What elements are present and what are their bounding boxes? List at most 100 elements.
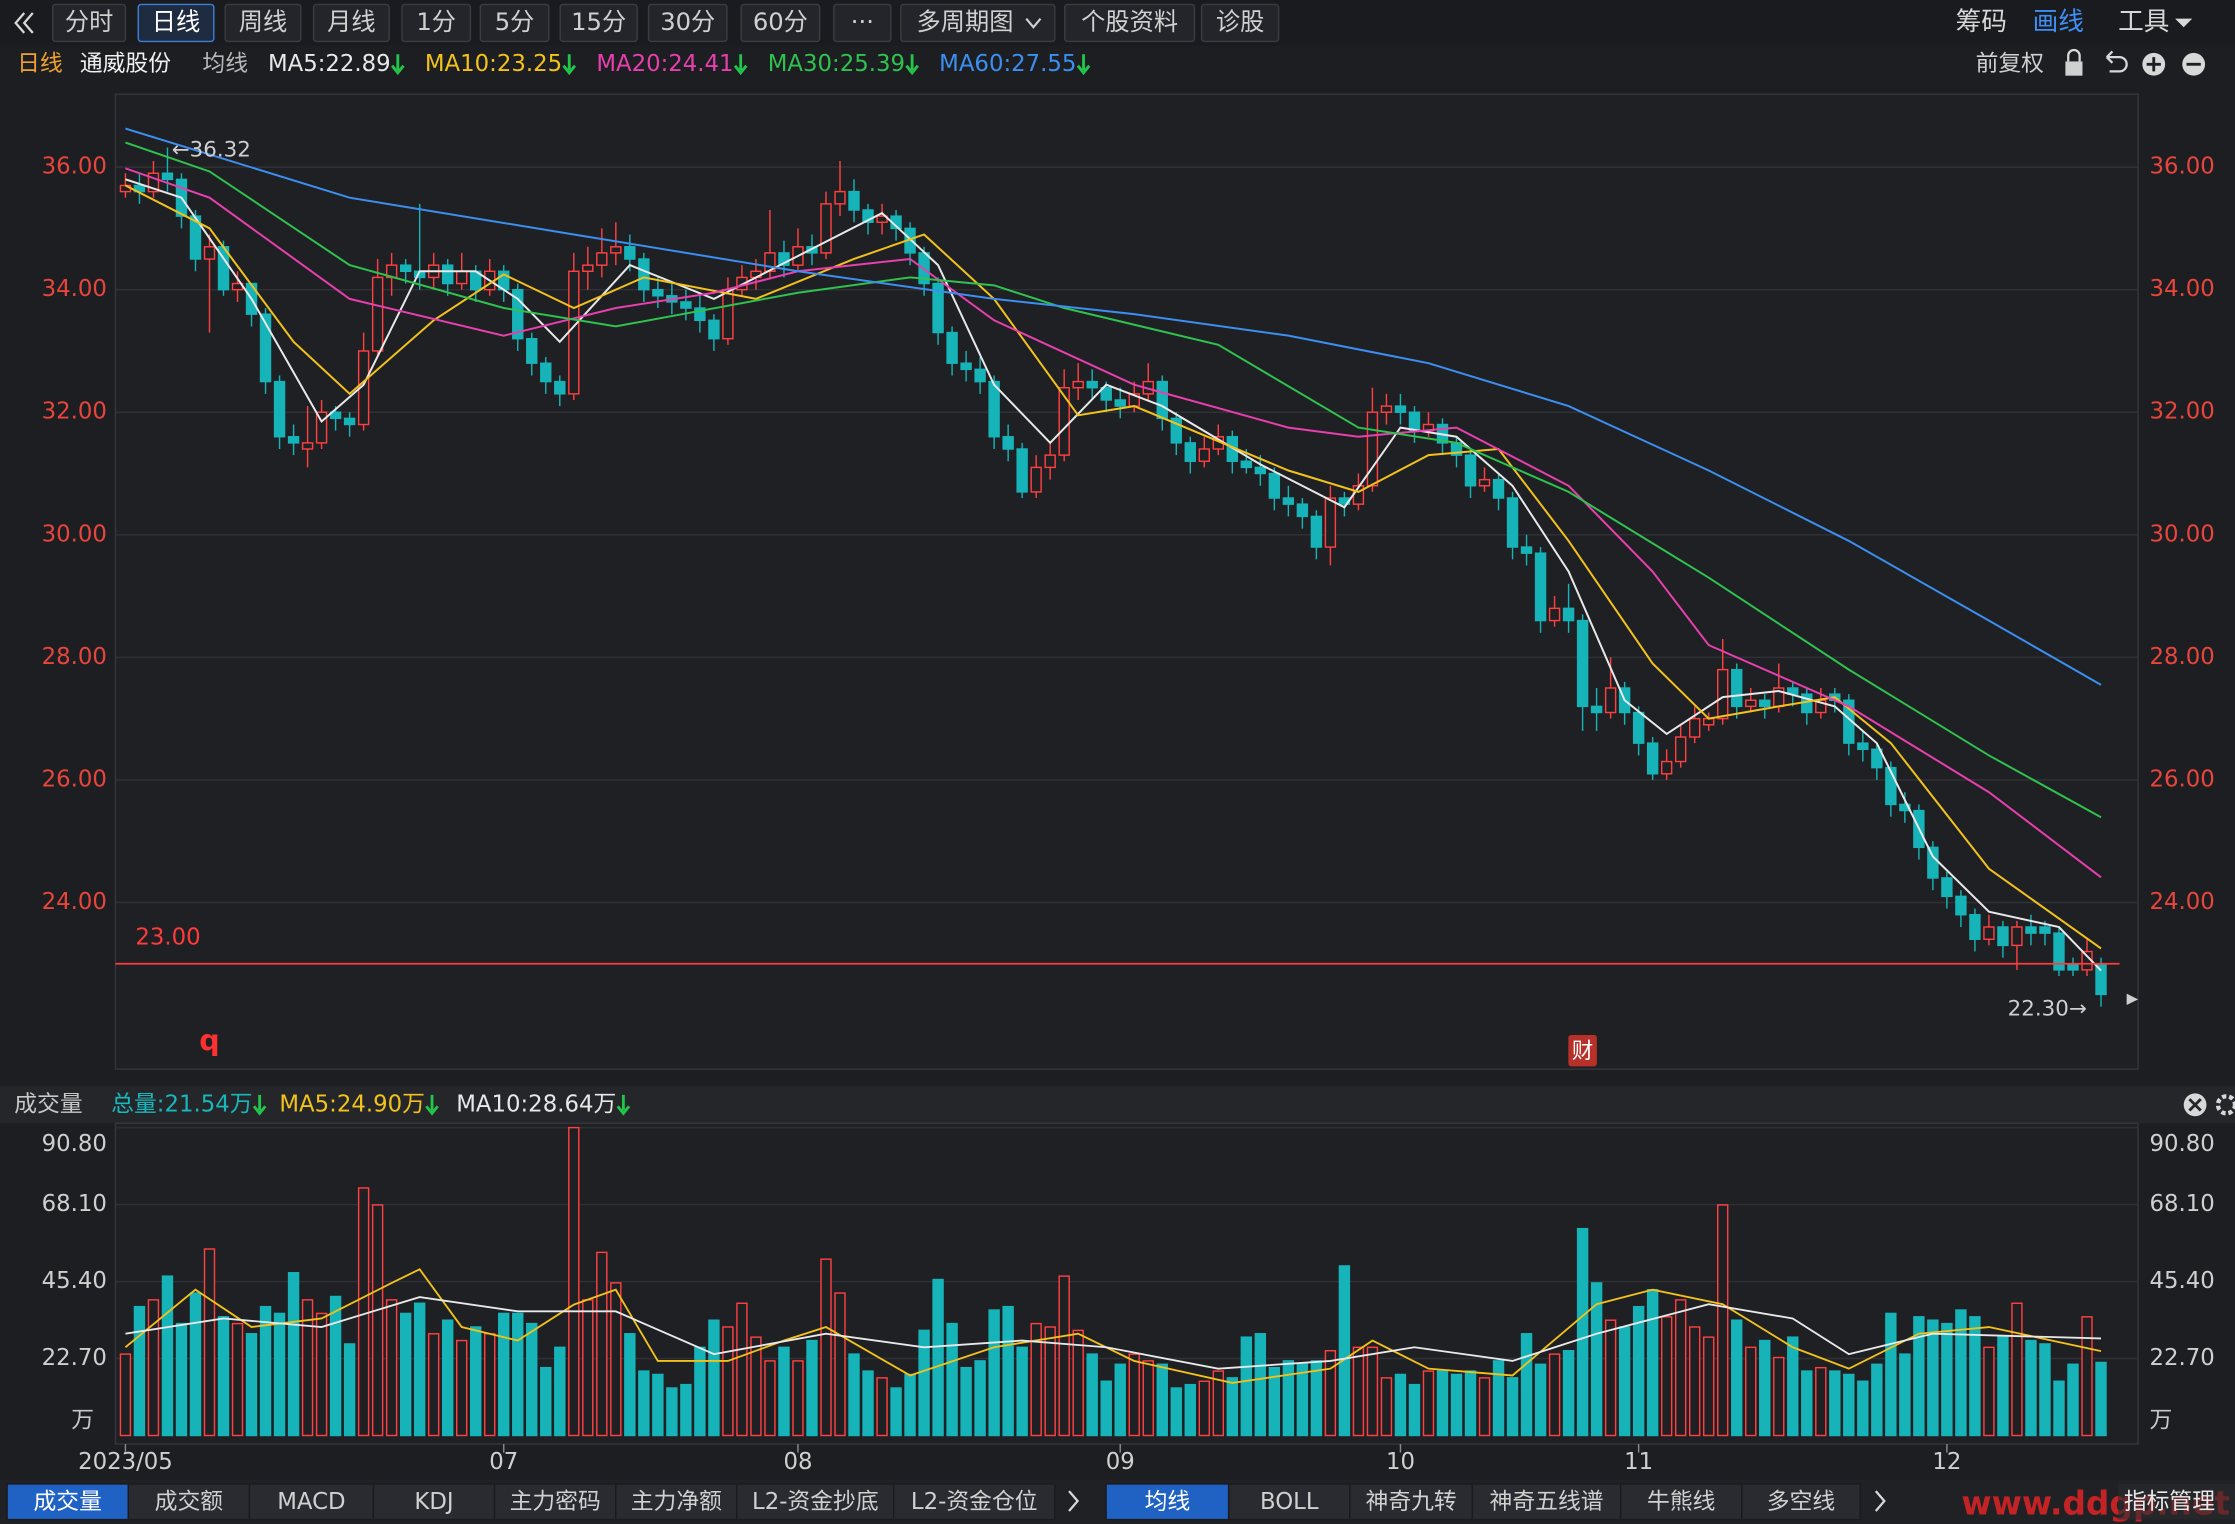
toolbar-right-label[interactable]: 工具	[2118, 7, 2169, 37]
toolbar-button[interactable]	[559, 3, 638, 43]
bottom-tab-label[interactable]: 多空线	[1767, 1489, 1835, 1515]
candle-body	[1731, 668, 1743, 708]
bottom-tab-label[interactable]: 神奇九转	[1366, 1489, 1457, 1515]
candle-body	[147, 172, 160, 193]
volume-bar	[932, 1278, 944, 1437]
right-tabs-more[interactable]	[1874, 1490, 1886, 1512]
volume-bar	[1380, 1377, 1393, 1437]
down-arrow	[562, 54, 577, 76]
toolbar-button-label: 30分	[660, 8, 715, 36]
volume-bar	[470, 1326, 482, 1437]
period-label: 日线	[17, 51, 63, 77]
volume-bar	[1562, 1350, 1575, 1437]
volume-bar	[1002, 1305, 1014, 1437]
candle-body	[876, 215, 888, 223]
toolbar-button[interactable]	[900, 3, 1056, 43]
bottom-tab[interactable]	[893, 1483, 1056, 1521]
volume-bar	[1548, 1353, 1561, 1437]
bottom-tab[interactable]	[1741, 1483, 1861, 1521]
toolbar-button[interactable]	[312, 3, 390, 43]
candle-body	[273, 380, 286, 438]
volume-tick-label-right: 22.70	[2149, 1345, 2214, 1371]
bottom-tab[interactable]	[1105, 1483, 1230, 1521]
candle-body	[1941, 877, 1953, 898]
volume-bar	[890, 1387, 902, 1437]
zoom-in-icon[interactable]	[2142, 52, 2166, 76]
toolbar-button[interactable]	[137, 3, 215, 43]
bottom-tab[interactable]	[615, 1483, 738, 1521]
left-tabs-more[interactable]	[1068, 1490, 1080, 1512]
bottom-tab-label[interactable]: 均线	[1145, 1489, 1191, 1515]
candle-body	[1604, 687, 1617, 714]
volume-ma-legend: MA10:28.64万	[456, 1091, 616, 1117]
volume-bar	[582, 1299, 594, 1437]
candle-body	[2067, 963, 2079, 971]
candle-body	[1170, 417, 1182, 444]
y-tick-label: 24.00	[42, 889, 107, 915]
toolbar-button[interactable]	[833, 3, 892, 43]
manage-button[interactable]: 指标管理	[2124, 1489, 2215, 1515]
volume-bar	[652, 1373, 664, 1437]
bottom-tab-label[interactable]: 主力密码	[510, 1489, 601, 1515]
bottom-tab-label[interactable]: L2-资金抄底	[752, 1489, 879, 1515]
toolbar-button[interactable]	[224, 3, 302, 43]
toolbar-right-label[interactable]: 画线	[2033, 7, 2084, 37]
candle-body	[2095, 963, 2107, 996]
toolbar-button[interactable]	[1200, 3, 1280, 43]
toolbar-button[interactable]	[52, 3, 127, 43]
toolbar-button[interactable]	[740, 3, 821, 43]
stock-name: 通威股份	[80, 51, 171, 77]
candle-body	[974, 368, 986, 383]
candle-body	[1058, 387, 1070, 456]
x-tick-label: 10	[1386, 1449, 1415, 1475]
finance-badge[interactable]	[1568, 1034, 1597, 1067]
candle-body	[1380, 405, 1393, 413]
bottom-tab[interactable]	[493, 1483, 617, 1521]
bottom-tab-label[interactable]: 主力净额	[631, 1489, 722, 1515]
bottom-tab[interactable]	[1619, 1483, 1743, 1521]
candle-body	[456, 270, 468, 285]
toolbar-button[interactable]	[647, 3, 728, 43]
bottom-tab-label[interactable]: 牛熊线	[1647, 1489, 1715, 1515]
bottom-tab-label[interactable]: 成交量	[34, 1489, 102, 1515]
toolbar-button[interactable]	[479, 3, 550, 43]
volume-bar	[1955, 1309, 1967, 1437]
bottom-tab[interactable]	[248, 1483, 375, 1521]
volume-bar	[413, 1302, 426, 1437]
close-icon[interactable]	[2183, 1093, 2207, 1117]
volume-bar	[1787, 1336, 1799, 1437]
bottom-tab[interactable]	[127, 1483, 251, 1521]
bottom-tab-label[interactable]: KDJ	[414, 1489, 453, 1515]
manage-button-bg[interactable]	[2118, 1483, 2235, 1520]
candle-body	[946, 331, 958, 364]
collapse-icon[interactable]	[14, 12, 34, 34]
y-tick-label: 34.00	[42, 276, 107, 302]
bottom-tab-label[interactable]: BOLL	[1260, 1489, 1319, 1515]
y-tick-label-right: 36.00	[2149, 154, 2214, 180]
ma-line	[125, 178, 2102, 972]
undo-icon[interactable]	[2105, 50, 2128, 73]
toolbar-right-label[interactable]: 筹码	[1956, 7, 2007, 37]
price-pointer	[2126, 993, 2139, 1006]
candle-body	[1899, 803, 1911, 812]
bottom-tab-label[interactable]: 神奇五线谱	[1490, 1489, 1604, 1515]
candle-body	[540, 362, 552, 383]
adjust-label[interactable]: 前复权	[1976, 51, 2045, 77]
ma-legend: MA10:23.25	[425, 51, 562, 77]
toolbar-button[interactable]	[401, 3, 472, 43]
volume-bar	[1899, 1353, 1911, 1437]
zoom-out-icon[interactable]	[2182, 52, 2206, 76]
toolbar-button[interactable]	[1064, 3, 1196, 43]
volume-bar	[918, 1329, 930, 1437]
volume-bar	[792, 1360, 804, 1437]
finance-badge-label[interactable]: 财	[1572, 1039, 1593, 1064]
lock-icon[interactable]	[2065, 48, 2083, 76]
candle-body	[371, 276, 384, 352]
volume-ma-line	[124, 1268, 2102, 1384]
bottom-tab[interactable]	[1471, 1483, 1622, 1521]
event-marker[interactable]: q	[199, 1024, 219, 1057]
volume-bar	[1745, 1346, 1757, 1437]
bottom-tab-label[interactable]: L2-资金仓位	[911, 1489, 1038, 1515]
bottom-tab-label[interactable]: 成交额	[155, 1489, 224, 1515]
bottom-tab-label[interactable]: MACD	[277, 1489, 345, 1515]
